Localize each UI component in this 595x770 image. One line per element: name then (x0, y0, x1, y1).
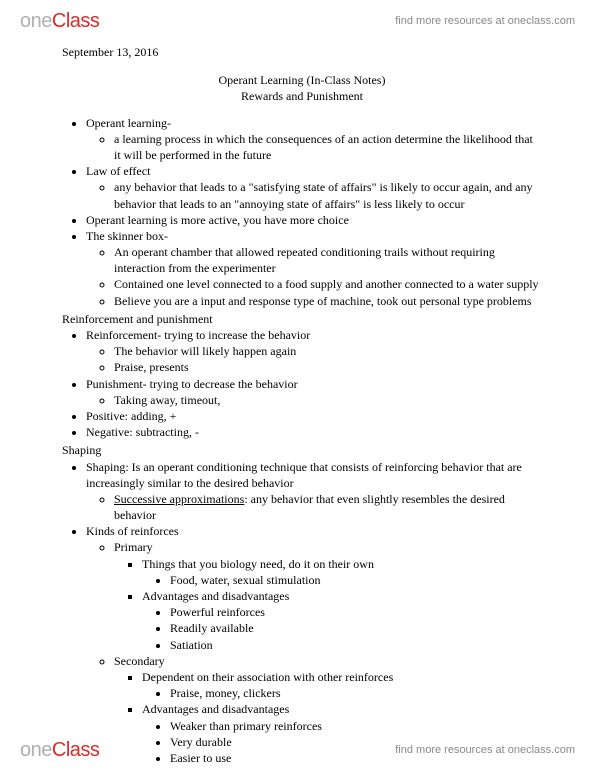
list-item: Contained one level connected to a food … (114, 276, 542, 292)
list-item: Primary (114, 539, 542, 555)
list-item: Believe you are a input and response typ… (114, 293, 542, 309)
section-heading: Shaping (62, 442, 542, 458)
brand-part1: one (20, 8, 52, 35)
list-item: Powerful reinforces (170, 604, 542, 620)
list-item: An operant chamber that allowed repeated… (114, 244, 542, 276)
list-item: Law of effect (86, 163, 542, 179)
list-item: Praise, presents (114, 359, 542, 375)
brand-part2: Class (52, 8, 100, 35)
brand-part2: Class (52, 737, 100, 764)
brand-logo: oneClass (20, 737, 99, 764)
list-item: Dependent on their association with othe… (142, 669, 542, 685)
list-item: Operant learning- (86, 115, 542, 131)
list-item: Taking away, timeout, (114, 392, 542, 408)
page-header: oneClass find more resources at oneclass… (0, 0, 595, 41)
list-item: Reinforcement- trying to increase the be… (86, 327, 542, 343)
doc-title: Operant Learning (In-Class Notes) (62, 72, 542, 88)
brand-part1: one (20, 737, 52, 764)
section-heading: Reinforcement and punishment (62, 311, 542, 327)
list-item: The skinner box- (86, 228, 542, 244)
list-item: any behavior that leads to a "satisfying… (114, 179, 542, 211)
list-item: Advantages and disadvantages (142, 701, 542, 717)
list-item: The behavior will likely happen again (114, 343, 542, 359)
list-item: Successive approximations: any behavior … (114, 491, 542, 523)
list-item: a learning process in which the conseque… (114, 131, 542, 163)
list-item: Advantages and disadvantages (142, 588, 542, 604)
list-item: Positive: adding, + (86, 408, 542, 424)
page-footer: oneClass find more resources at oneclass… (0, 729, 595, 770)
list-item: Readily available (170, 620, 542, 636)
date-text: September 13, 2016 (62, 44, 542, 60)
list-item: Punishment- trying to decrease the behav… (86, 376, 542, 392)
list-item: Kinds of reinforces (86, 523, 542, 539)
list-item: Praise, money, clickers (170, 685, 542, 701)
header-link[interactable]: find more resources at oneclass.com (395, 14, 575, 29)
list-item: Negative: subtracting, - (86, 424, 542, 440)
list-item: Things that you biology need, do it on t… (142, 556, 542, 572)
underlined-term: Successive approximations (114, 492, 244, 506)
list-item: Operant learning is more active, you hav… (86, 212, 542, 228)
list-item: Food, water, sexual stimulation (170, 572, 542, 588)
list-item: Secondary (114, 653, 542, 669)
list-item: Shaping: Is an operant conditioning tech… (86, 459, 542, 491)
document-body: September 13, 2016 Operant Learning (In-… (62, 44, 542, 766)
brand-logo: oneClass (20, 8, 99, 35)
notes-list: Operant learning- a learning process in … (62, 115, 542, 767)
footer-link[interactable]: find more resources at oneclass.com (395, 743, 575, 758)
list-item: Satiation (170, 637, 542, 653)
doc-subtitle: Rewards and Punishment (62, 88, 542, 104)
